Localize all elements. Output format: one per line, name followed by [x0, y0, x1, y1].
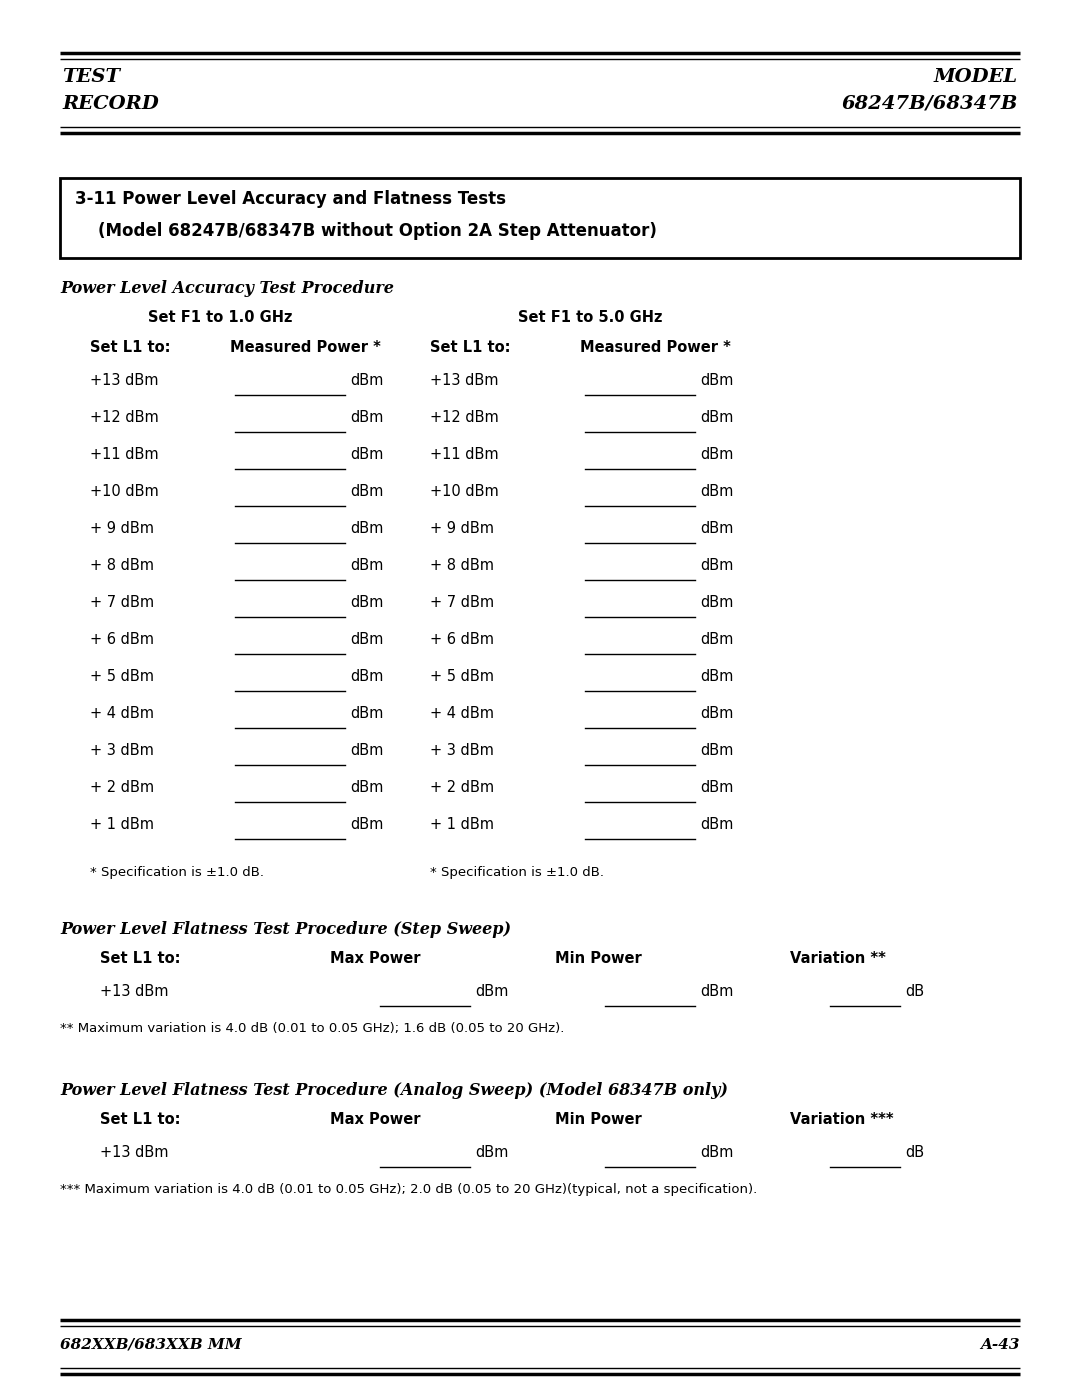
Text: MODEL: MODEL — [934, 68, 1018, 87]
Text: + 3 dBm: + 3 dBm — [90, 743, 153, 759]
Text: dBm: dBm — [700, 983, 733, 999]
Text: dBm: dBm — [350, 557, 383, 573]
Text: + 4 dBm: + 4 dBm — [90, 705, 154, 721]
Text: dBm: dBm — [350, 780, 383, 795]
Text: Set F1 to 5.0 GHz: Set F1 to 5.0 GHz — [517, 310, 662, 326]
Text: + 8 dBm: + 8 dBm — [430, 557, 494, 573]
Bar — [60, 177, 1020, 258]
Text: Min Power: Min Power — [555, 951, 642, 965]
Text: Set F1 to 1.0 GHz: Set F1 to 1.0 GHz — [148, 310, 293, 326]
Text: Max Power: Max Power — [330, 1112, 420, 1127]
Text: + 2 dBm: + 2 dBm — [430, 780, 495, 795]
Text: dBm: dBm — [350, 669, 383, 685]
Text: +13 dBm: +13 dBm — [100, 983, 168, 999]
Text: * Specification is ±1.0 dB.: * Specification is ±1.0 dB. — [430, 866, 604, 879]
Text: dBm: dBm — [700, 743, 733, 759]
Text: Set L1 to:: Set L1 to: — [430, 339, 511, 355]
Text: +10 dBm: +10 dBm — [90, 483, 159, 499]
Text: dBm: dBm — [700, 705, 733, 721]
Text: A-43: A-43 — [981, 1338, 1020, 1352]
Text: Power Level Accuracy Test Procedure: Power Level Accuracy Test Procedure — [60, 279, 394, 298]
Text: dBm: dBm — [350, 631, 383, 647]
Text: dB: dB — [905, 1146, 924, 1160]
Text: +11 dBm: +11 dBm — [430, 447, 499, 462]
Text: ** Maximum variation is 4.0 dB (0.01 to 0.05 GHz); 1.6 dB (0.05 to 20 GHz).: ** Maximum variation is 4.0 dB (0.01 to … — [60, 1023, 565, 1035]
Text: Min Power: Min Power — [555, 1112, 642, 1127]
Text: * Specification is ±1.0 dB.: * Specification is ±1.0 dB. — [90, 866, 264, 879]
Text: dBm: dBm — [475, 983, 509, 999]
Text: +13 dBm: +13 dBm — [100, 1146, 168, 1160]
Text: + 3 dBm: + 3 dBm — [430, 743, 494, 759]
Text: dBm: dBm — [700, 409, 733, 425]
Text: Variation **: Variation ** — [789, 951, 886, 965]
Text: dBm: dBm — [700, 1146, 733, 1160]
Text: dBm: dBm — [350, 817, 383, 833]
Text: Variation ***: Variation *** — [789, 1112, 893, 1127]
Text: dBm: dBm — [350, 705, 383, 721]
Text: dBm: dBm — [700, 557, 733, 573]
Text: 682XXB/683XXB MM: 682XXB/683XXB MM — [60, 1338, 242, 1352]
Text: dBm: dBm — [700, 483, 733, 499]
Text: dBm: dBm — [700, 373, 733, 388]
Text: + 5 dBm: + 5 dBm — [90, 669, 154, 685]
Text: dBm: dBm — [700, 780, 733, 795]
Text: + 2 dBm: + 2 dBm — [90, 780, 154, 795]
Text: + 7 dBm: + 7 dBm — [90, 595, 154, 610]
Text: +11 dBm: +11 dBm — [90, 447, 159, 462]
Text: (Model 68247B/68347B without Option 2A Step Attenuator): (Model 68247B/68347B without Option 2A S… — [75, 222, 657, 240]
Text: + 7 dBm: + 7 dBm — [430, 595, 495, 610]
Text: Power Level Flatness Test Procedure (Analog Sweep) (Model 68347B only): Power Level Flatness Test Procedure (Ana… — [60, 1083, 728, 1099]
Text: dBm: dBm — [700, 669, 733, 685]
Text: dBm: dBm — [700, 595, 733, 610]
Text: dB: dB — [905, 983, 924, 999]
Text: dBm: dBm — [700, 521, 733, 536]
Text: + 4 dBm: + 4 dBm — [430, 705, 494, 721]
Text: 3-11 Power Level Accuracy and Flatness Tests: 3-11 Power Level Accuracy and Flatness T… — [75, 190, 507, 208]
Text: Set L1 to:: Set L1 to: — [90, 339, 171, 355]
Text: dBm: dBm — [350, 743, 383, 759]
Text: +13 dBm: +13 dBm — [430, 373, 499, 388]
Text: dBm: dBm — [350, 595, 383, 610]
Text: Max Power: Max Power — [330, 951, 420, 965]
Text: TEST: TEST — [62, 68, 120, 87]
Text: + 8 dBm: + 8 dBm — [90, 557, 154, 573]
Text: Power Level Flatness Test Procedure (Step Sweep): Power Level Flatness Test Procedure (Ste… — [60, 921, 511, 937]
Text: *** Maximum variation is 4.0 dB (0.01 to 0.05 GHz); 2.0 dB (0.05 to 20 GHz)(typi: *** Maximum variation is 4.0 dB (0.01 to… — [60, 1183, 757, 1196]
Text: dBm: dBm — [350, 409, 383, 425]
Text: + 1 dBm: + 1 dBm — [90, 817, 154, 833]
Text: Measured Power *: Measured Power * — [230, 339, 381, 355]
Text: dBm: dBm — [350, 483, 383, 499]
Text: Measured Power *: Measured Power * — [580, 339, 731, 355]
Text: + 9 dBm: + 9 dBm — [430, 521, 494, 536]
Text: +13 dBm: +13 dBm — [90, 373, 159, 388]
Text: Set L1 to:: Set L1 to: — [100, 951, 180, 965]
Text: dBm: dBm — [350, 447, 383, 462]
Text: + 6 dBm: + 6 dBm — [430, 631, 494, 647]
Text: +12 dBm: +12 dBm — [430, 409, 499, 425]
Text: Set L1 to:: Set L1 to: — [100, 1112, 180, 1127]
Text: +10 dBm: +10 dBm — [430, 483, 499, 499]
Text: dBm: dBm — [350, 521, 383, 536]
Text: 68247B/68347B: 68247B/68347B — [841, 95, 1018, 113]
Text: dBm: dBm — [700, 447, 733, 462]
Text: + 5 dBm: + 5 dBm — [430, 669, 494, 685]
Text: dBm: dBm — [350, 373, 383, 388]
Text: RECORD: RECORD — [62, 95, 159, 113]
Text: + 9 dBm: + 9 dBm — [90, 521, 154, 536]
Text: + 1 dBm: + 1 dBm — [430, 817, 494, 833]
Text: +12 dBm: +12 dBm — [90, 409, 159, 425]
Text: + 6 dBm: + 6 dBm — [90, 631, 154, 647]
Text: dBm: dBm — [475, 1146, 509, 1160]
Text: dBm: dBm — [700, 631, 733, 647]
Text: dBm: dBm — [700, 817, 733, 833]
